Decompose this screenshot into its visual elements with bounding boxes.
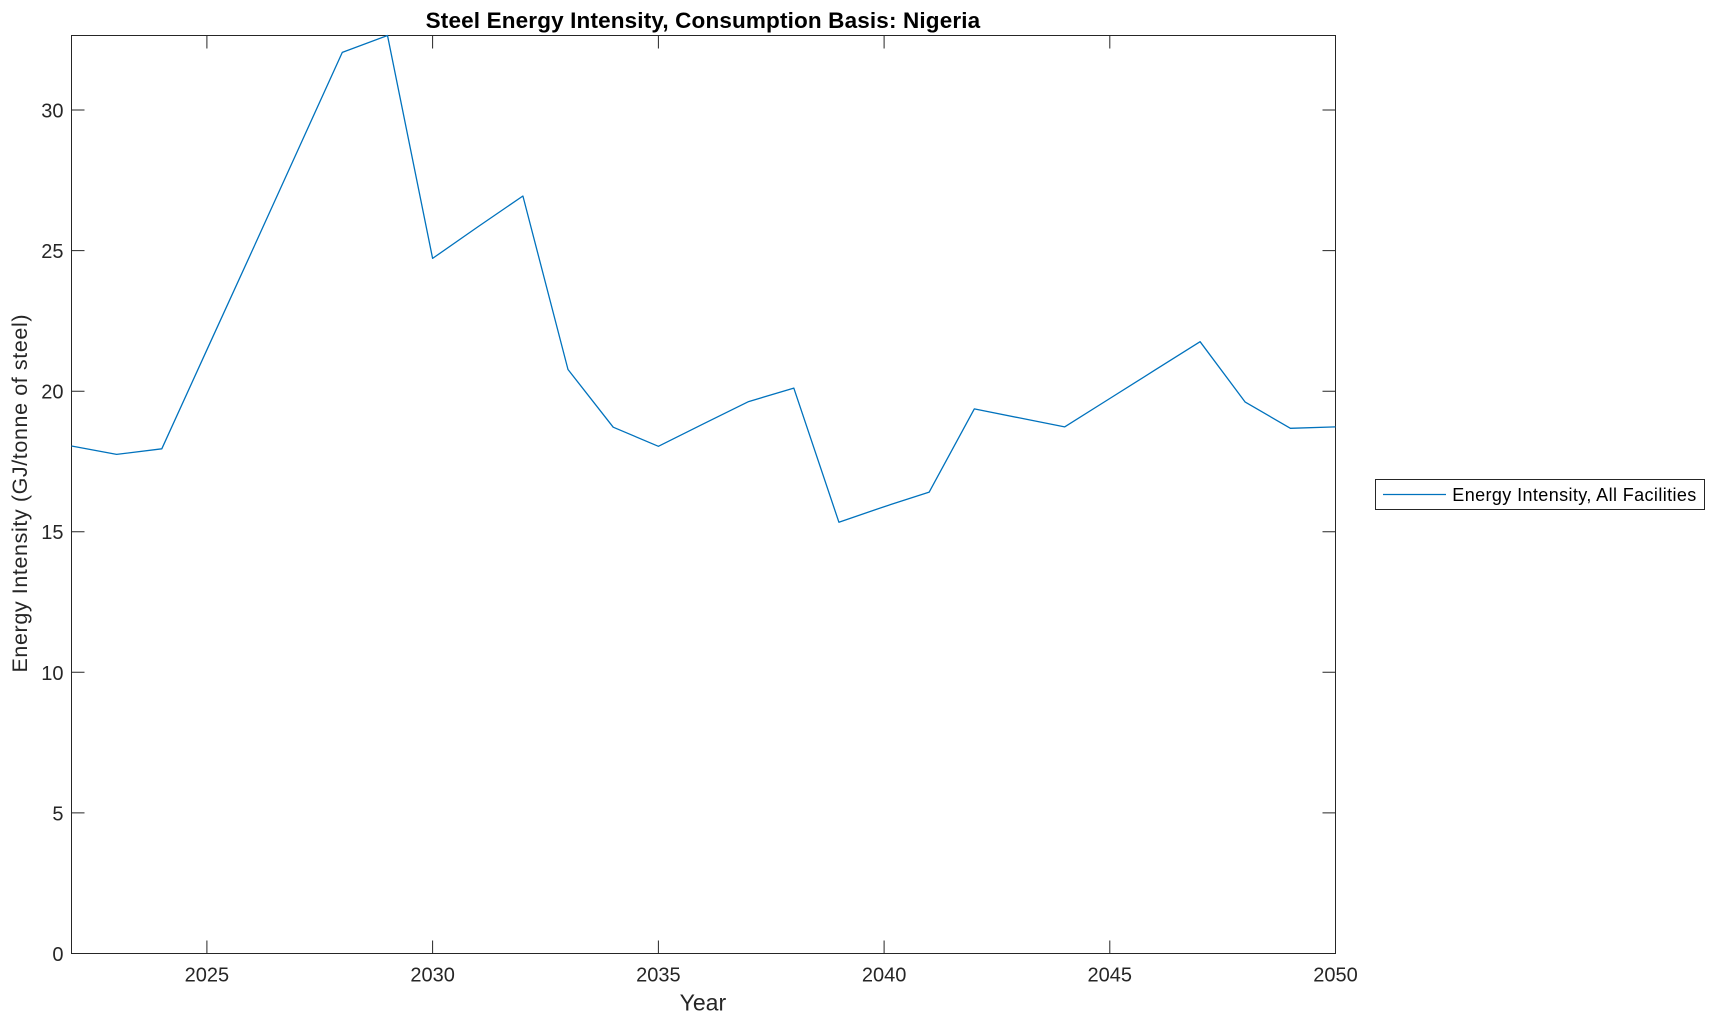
- svg-text:2045: 2045: [1088, 965, 1133, 987]
- svg-text:Energy Intensity, All Faciliti: Energy Intensity, All Facilities: [1452, 485, 1696, 505]
- svg-text:30: 30: [41, 101, 63, 123]
- svg-text:Energy Intensity (GJ/tonne of: Energy Intensity (GJ/tonne of steel): [8, 315, 32, 673]
- svg-text:5: 5: [52, 803, 63, 825]
- svg-text:10: 10: [41, 663, 63, 685]
- svg-text:2040: 2040: [862, 965, 907, 987]
- svg-text:Year: Year: [680, 989, 727, 1015]
- svg-text:Steel Energy Intensity, Consum: Steel Energy Intensity, Consumption Basi…: [426, 8, 981, 33]
- svg-text:2030: 2030: [410, 965, 455, 987]
- svg-text:2035: 2035: [636, 965, 681, 987]
- svg-text:0: 0: [52, 944, 63, 966]
- svg-text:2050: 2050: [1313, 965, 1358, 987]
- svg-text:15: 15: [41, 522, 63, 544]
- svg-text:2025: 2025: [185, 965, 230, 987]
- svg-text:25: 25: [41, 241, 63, 263]
- svg-text:20: 20: [41, 382, 63, 404]
